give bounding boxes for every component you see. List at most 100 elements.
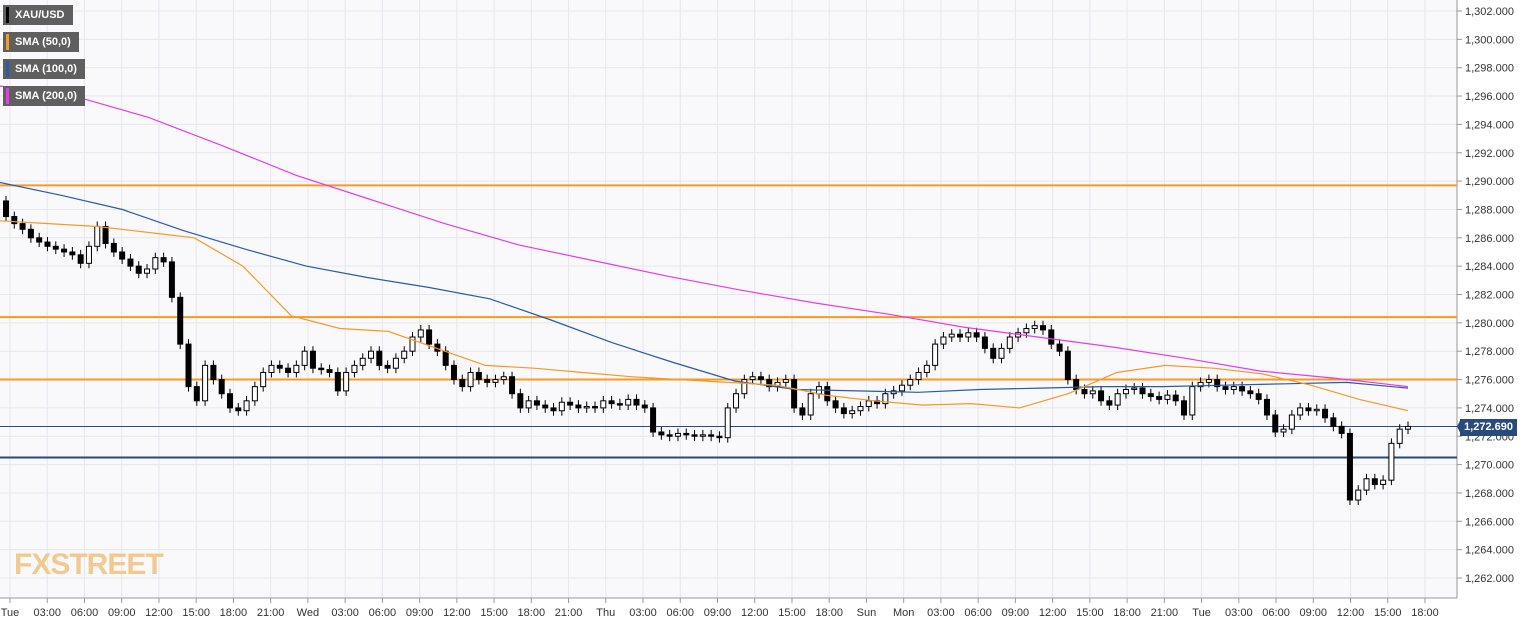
candle-body: [1297, 407, 1304, 416]
x-tick-label: 12:00: [443, 607, 471, 619]
legend-swatch: [6, 88, 9, 104]
candle-body: [1205, 379, 1212, 383]
candle-body: [94, 225, 101, 247]
candle-body: [1355, 489, 1362, 501]
legend-sma200[interactable]: SMA (200,0): [3, 86, 85, 106]
candle-body: [1239, 386, 1246, 392]
candle-body: [1363, 478, 1370, 491]
candle-body: [467, 371, 474, 388]
candle-body: [1330, 417, 1337, 427]
candle-body: [567, 401, 574, 406]
y-tick-label: 1,286.000: [1465, 233, 1514, 245]
candle-body: [102, 225, 109, 244]
candle-body: [1147, 393, 1154, 398]
candle-body: [616, 403, 623, 406]
y-tick-label: 1,266.000: [1465, 516, 1514, 528]
x-tick-label: 09:00: [704, 607, 732, 619]
candle-body: [542, 404, 549, 409]
candle-body: [36, 237, 43, 243]
candle-body: [1156, 396, 1163, 400]
candle-body: [52, 245, 59, 250]
candle-body: [824, 386, 831, 402]
candle-body: [1006, 336, 1013, 349]
candle-body: [384, 364, 391, 369]
candle-body: [757, 376, 764, 381]
sma50-line: [0, 220, 1409, 412]
candle-body: [293, 364, 300, 373]
candle-body: [932, 343, 939, 366]
candle-body: [840, 407, 847, 415]
candle-body: [409, 336, 416, 352]
candle-body: [1172, 394, 1179, 402]
fxstreet-logo: FXSTREET: [14, 548, 164, 582]
candle-body: [276, 364, 283, 369]
candle-body: [1073, 379, 1080, 390]
y-tick-label: 1,280.000: [1465, 318, 1514, 330]
candle-body: [193, 386, 200, 402]
candle-body: [1031, 325, 1038, 330]
candle-body: [1122, 388, 1129, 395]
x-tick-label: 06:00: [964, 607, 992, 619]
candle-body: [981, 336, 988, 349]
candle-body: [766, 379, 773, 388]
last-price-tag: 1,272.690: [1460, 419, 1517, 436]
y-tick-label: 1,298.000: [1465, 63, 1514, 75]
y-tick-label: 1,282.000: [1465, 290, 1514, 302]
candle-body: [475, 371, 482, 381]
candle-body: [359, 357, 366, 366]
x-tick-label: 12:00: [145, 607, 173, 619]
candle-body: [61, 248, 68, 253]
logo-fx: FX: [14, 548, 51, 581]
candle-body: [69, 251, 76, 256]
candle-body: [699, 434, 706, 437]
legend-sma50[interactable]: SMA (50,0): [3, 32, 79, 52]
candle-body: [849, 410, 856, 415]
candle-body: [832, 400, 839, 409]
candle-body: [674, 432, 681, 437]
x-tick-label: 12:00: [741, 607, 769, 619]
candle-body: [1139, 387, 1146, 395]
candle-body: [533, 400, 540, 406]
candle-body: [1056, 343, 1063, 352]
candle-body: [1280, 428, 1287, 433]
candle-body: [334, 371, 341, 392]
candle-body: [1197, 381, 1204, 388]
candle-body: [243, 400, 250, 412]
candle-body: [998, 347, 1005, 359]
candle-body: [27, 228, 34, 239]
legend-xauusd[interactable]: XAU/USD: [3, 5, 73, 25]
candle-body: [1189, 386, 1196, 416]
x-tick-label: 06:00: [1262, 607, 1290, 619]
candle-body: [666, 434, 673, 437]
candle-body: [575, 404, 582, 409]
candle-body: [940, 336, 947, 345]
candle-body: [202, 364, 209, 402]
legend-label: XAU/USD: [15, 9, 65, 21]
legend-swatch: [6, 61, 9, 77]
x-tick-label: 09:00: [1300, 607, 1328, 619]
candle-body: [865, 400, 872, 407]
candle-body: [791, 379, 798, 409]
x-tick-label: 15:00: [182, 607, 210, 619]
candle-body: [1164, 394, 1171, 400]
candle-body: [185, 343, 192, 388]
candle-body: [525, 400, 532, 409]
candle-body: [110, 242, 117, 253]
candle-body: [44, 241, 51, 247]
candle-body: [77, 254, 84, 264]
candle-body: [898, 384, 905, 392]
candle-body: [923, 364, 930, 373]
candle-body: [500, 376, 507, 381]
candle-body: [1098, 390, 1105, 402]
candle-body: [1247, 390, 1254, 395]
candle-body: [426, 329, 433, 345]
candle-body: [658, 431, 665, 436]
x-tick-label: 18:00: [815, 607, 843, 619]
candle-body: [226, 393, 233, 409]
candle-body: [1048, 329, 1055, 345]
legend-sma100[interactable]: SMA (100,0): [3, 59, 85, 79]
candle-body: [1305, 407, 1312, 412]
candle-body: [11, 216, 18, 225]
candle-body: [965, 332, 972, 338]
